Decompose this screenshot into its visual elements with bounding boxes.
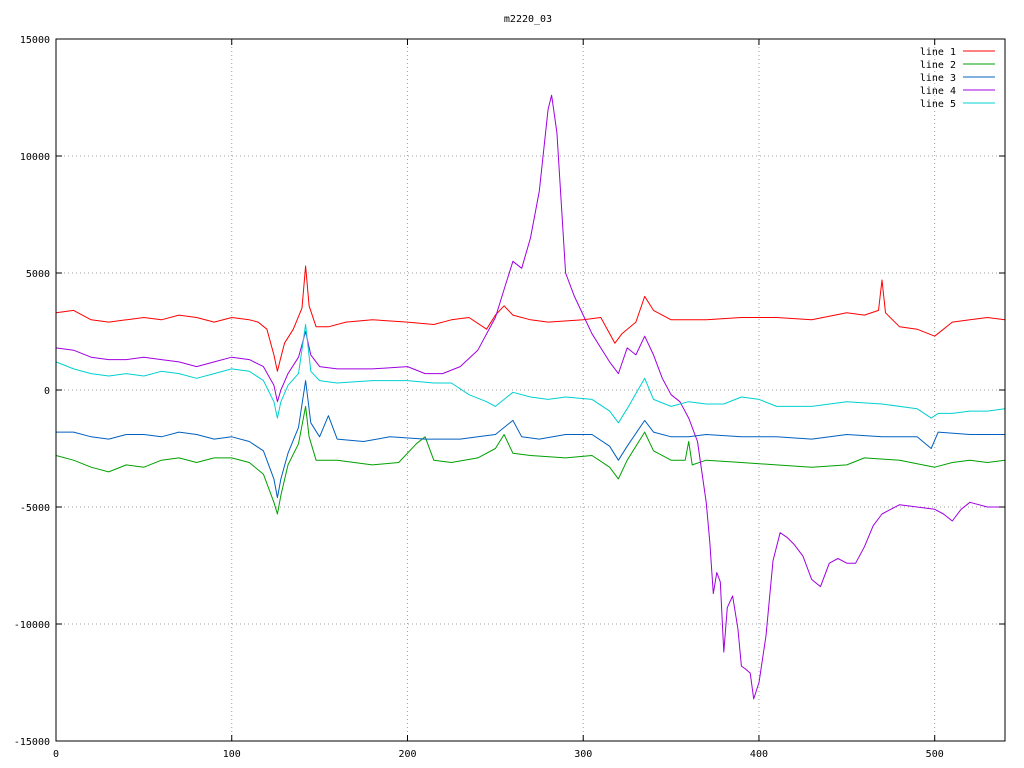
grid [56,39,1005,741]
legend-label-2: line 2 [920,60,956,71]
series-group [55,94,1006,700]
legend: line 1 line 2 line 3 line 4 line 5 [920,47,995,110]
series-line-1 [55,265,1006,372]
legend-label-3: line 3 [920,73,956,84]
x-tick-label: 200 [398,749,416,760]
legend-label-4: line 4 [920,86,956,97]
series-line-5 [55,324,1006,424]
chart-title: m2220_03 [504,14,552,25]
x-tick-label: 0 [53,749,59,760]
ticks: 0 100 200 300 400 500 -15000 -10000 -5000 0 5000 10… [14,35,1005,760]
y-tick-label: -10000 [14,620,50,631]
y-tick-label: 0 [44,386,50,397]
y-tick-label: -15000 [14,737,50,748]
y-tick-label: -5000 [20,503,50,514]
y-tick-label: 15000 [20,35,50,46]
x-tick-label: 100 [223,749,241,760]
legend-label-1: line 1 [920,47,956,58]
x-tick-label: 300 [574,749,592,760]
y-tick-label: 10000 [20,152,50,163]
series-line-2 [55,405,1006,515]
series-line-3 [56,380,1005,499]
y-tick-label: 5000 [26,269,50,280]
x-tick-label: 500 [926,749,944,760]
series-line-4 [55,94,1005,700]
x-tick-label: 400 [750,749,768,760]
legend-label-5: line 5 [920,99,956,110]
